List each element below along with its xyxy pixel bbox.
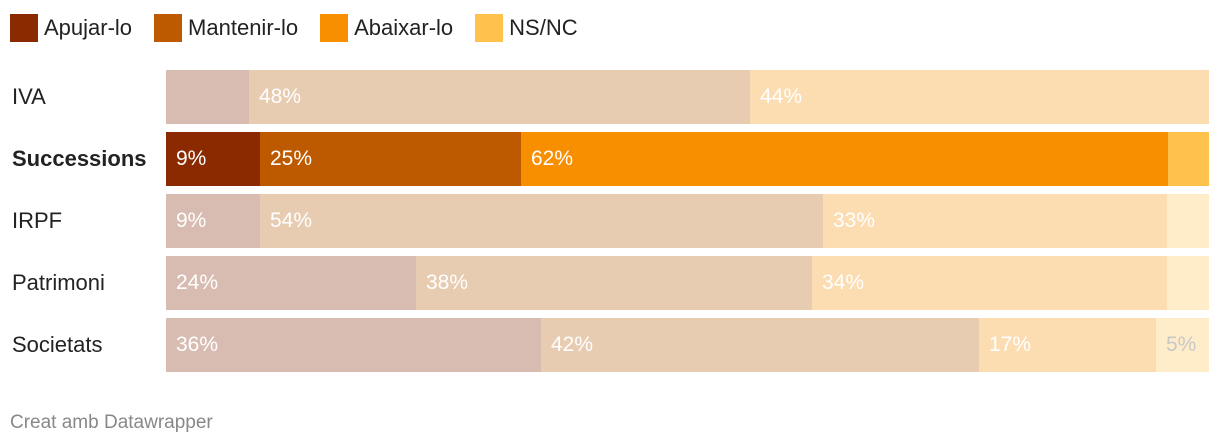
stacked-bar-row: 48% 44% bbox=[166, 70, 1209, 124]
credit-footer: Creat amb Datawrapper bbox=[10, 412, 213, 433]
stacked-bar-row: 9% 54% 33% bbox=[166, 194, 1209, 248]
legend-swatch bbox=[320, 14, 349, 42]
data-label: 24% bbox=[176, 271, 219, 294]
bar-segment: 24% bbox=[166, 256, 416, 310]
data-label: 25% bbox=[270, 147, 313, 170]
data-label: 9% bbox=[176, 147, 207, 170]
data-label: 36% bbox=[176, 333, 219, 356]
data-label: 5% bbox=[1166, 333, 1197, 356]
legend-item: Abaixar-lo bbox=[320, 14, 453, 42]
bar-segment: 34% bbox=[812, 256, 1167, 310]
data-label: 33% bbox=[833, 209, 876, 232]
legend-label: Abaixar-lo bbox=[354, 15, 454, 40]
legend-item: Mantenir-lo bbox=[154, 14, 298, 42]
legend-swatch bbox=[10, 14, 38, 42]
legend: Apujar-lo Mantenir-lo Abaixar-lo NS/NC bbox=[10, 14, 600, 42]
bar-segment: 36% bbox=[166, 318, 541, 372]
data-label: 34% bbox=[822, 271, 865, 294]
bar-segment: 44% bbox=[750, 70, 1209, 124]
bar-segment: 48% bbox=[249, 70, 750, 124]
legend-label: Apujar-lo bbox=[44, 15, 133, 40]
category-label: Successions bbox=[12, 146, 147, 171]
data-label: 38% bbox=[426, 271, 469, 294]
data-label: 62% bbox=[531, 147, 574, 170]
data-label: 9% bbox=[176, 209, 207, 232]
bar-segment bbox=[1167, 256, 1209, 310]
stacked-bar-row: 36% 42% 17% 5% bbox=[166, 318, 1209, 372]
stacked-bar-row: 24% 38% 34% bbox=[166, 256, 1209, 310]
category-label: Patrimoni bbox=[12, 270, 105, 295]
bar-segment: 38% bbox=[416, 256, 812, 310]
data-label: 54% bbox=[270, 209, 313, 232]
bar-segment: 9% bbox=[166, 132, 260, 186]
bar-segment: 33% bbox=[823, 194, 1167, 248]
legend-label: NS/NC bbox=[509, 15, 578, 40]
stacked-bar-row: 9% 25% 62% bbox=[166, 132, 1209, 186]
bar-segment: 5% bbox=[1156, 318, 1209, 372]
legend-swatch bbox=[475, 14, 504, 42]
data-label: 44% bbox=[760, 85, 803, 108]
bar-segment: 9% bbox=[166, 194, 260, 248]
bar-segment: 17% bbox=[979, 318, 1156, 372]
bar-segment bbox=[1167, 194, 1209, 248]
category-label: IRPF bbox=[12, 208, 63, 233]
bar-segment bbox=[1168, 132, 1209, 186]
bar-segment: 62% bbox=[521, 132, 1168, 186]
bar-segment: 42% bbox=[541, 318, 979, 372]
category-label: IVA bbox=[12, 84, 46, 109]
bar-segment: 25% bbox=[260, 132, 521, 186]
data-label: 48% bbox=[259, 85, 302, 108]
legend-swatch bbox=[154, 14, 183, 42]
bar-segment bbox=[166, 70, 249, 124]
legend-item: Apujar-lo bbox=[10, 14, 132, 42]
legend-label: Mantenir-lo bbox=[188, 15, 299, 40]
bar-segment: 54% bbox=[260, 194, 823, 248]
category-label: Societats bbox=[12, 332, 103, 357]
data-label: 42% bbox=[551, 333, 594, 356]
legend-item: NS/NC bbox=[475, 14, 578, 42]
data-label: 17% bbox=[989, 333, 1032, 356]
